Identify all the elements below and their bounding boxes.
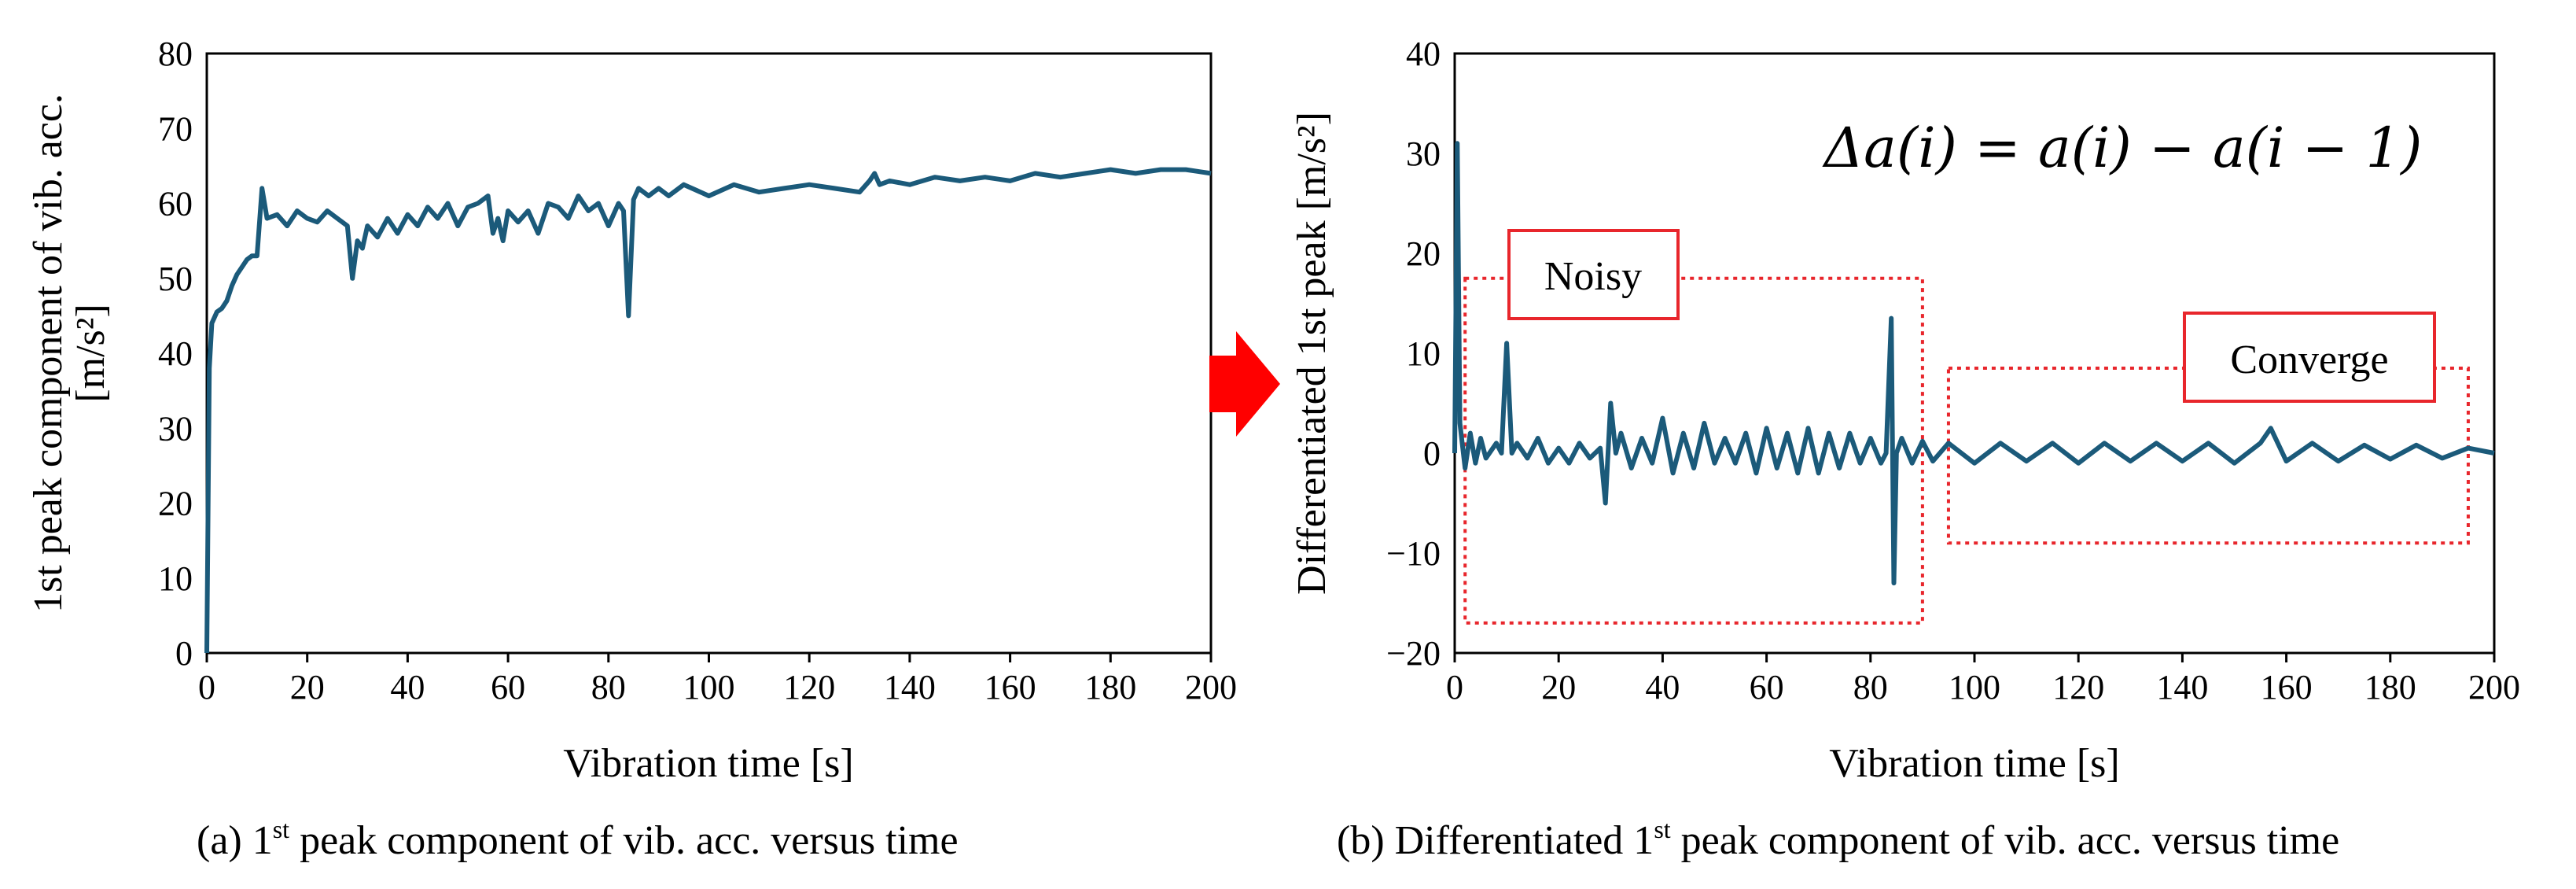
chart-a-x-tick-label: 180 [1084,668,1136,706]
difference-equation: Δa(i) = a(i) − a(i − 1) [1822,116,2423,180]
chart-a-y-axis-label-line2: [m/s²] [68,304,113,402]
chart-b-x-tick-label: 20 [1541,668,1576,706]
chart-a-y-tick-label: 10 [158,559,193,598]
chart-a-y-axis-label-line1: 1st peak component of vib. acc. [26,94,71,613]
chart-b-caption-suffix: peak component of vib. acc. versus time [1671,818,2340,863]
chart-b-caption-prefix: (b) Differentiated 1 [1337,818,1654,863]
noisy-label: Noisy [1544,254,1642,299]
noisy-label-box: Noisy [1507,229,1680,320]
chart-b-x-tick-label: 60 [1750,668,1784,706]
chart-a-caption: (a) 1st peak component of vib. acc. vers… [197,815,959,863]
chart-b-caption-sup: st [1654,815,1670,843]
chart-b-x-tick-label: 40 [1645,668,1680,706]
chart-a: 0 10 20 30 40 50 60 70 80 0 20 40 60 80 100 120 140 160 1… [26,35,1237,863]
chart-a-x-tick-label: 80 [591,668,626,706]
chart-a-x-tick-label: 200 [1185,668,1237,706]
converge-label: Converge [2230,338,2388,382]
arrow-icon [1209,331,1280,437]
chart-a-caption-suffix: peak component of vib. acc. versus time [289,818,959,863]
chart-b: −20 −10 0 10 20 30 40 0 20 40 60 80 100 120 140 160 180… [1290,35,2520,863]
chart-a-y-ticks: 0 10 20 30 40 50 60 70 80 [158,35,193,673]
chart-a-x-ticks: 0 20 40 60 80 100 120 140 160 180 200 [198,653,1237,706]
chart-b-x-ticks: 0 20 40 60 80 100 120 140 160 180 200 [1446,653,2520,706]
chart-a-y-tick-label: 40 [158,334,193,373]
chart-a-y-tick-label: 20 [158,485,193,523]
chart-a-x-tick-label: 60 [491,668,525,706]
chart-b-x-tick-label: 100 [1949,668,2000,706]
chart-a-y-tick-label: 70 [158,109,193,148]
chart-b-y-tick-label: 30 [1406,135,1441,173]
chart-b-y-axis-label: Differentiated 1st peak [m/s²] [1290,112,1334,595]
chart-b-x-tick-label: 120 [2052,668,2104,706]
chart-b-y-ticks: −20 −10 0 10 20 30 40 [1386,35,1441,673]
chart-b-y-tick-label: 10 [1406,334,1441,373]
chart-a-plot-area [205,52,1213,655]
chart-b-y-tick-label: −10 [1386,534,1441,573]
chart-a-caption-sup: st [273,815,289,843]
chart-a-y-tick-label: 50 [158,260,193,298]
chart-a-y-tick-label: 60 [158,185,193,223]
chart-a-caption-prefix: (a) 1 [197,818,273,863]
chart-b-y-tick-label: 40 [1406,35,1441,73]
chart-a-x-tick-label: 160 [984,668,1036,706]
chart-a-y-tick-label: 80 [158,35,193,73]
chart-b-x-tick-label: 0 [1446,668,1463,706]
chart-a-series-line [204,167,1212,654]
chart-a-y-tick-label: 30 [158,409,193,448]
chart-b-x-tick-label: 140 [2156,668,2208,706]
chart-b-y-tick-label: 20 [1406,234,1441,273]
chart-a-x-tick-label: 120 [783,668,835,706]
chart-b-x-tick-label: 160 [2261,668,2313,706]
chart-b-y-tick-label: 0 [1423,434,1441,473]
chart-a-y-tick-label: 0 [175,634,193,673]
noisy-region-box [1463,276,1924,625]
chart-a-x-tick-label: 140 [884,668,936,706]
chart-b-x-tick-label: 180 [2364,668,2416,706]
chart-b-x-axis-label: Vibration time [s] [1829,741,2119,786]
chart-a-x-tick-label: 0 [198,668,215,706]
chart-b-series-line [1452,141,2495,586]
converge-label-box: Converge [2183,312,2436,403]
chart-b-x-tick-label: 80 [1853,668,1888,706]
chart-a-x-tick-label: 100 [683,668,735,706]
chart-b-y-tick-label: −20 [1386,634,1441,673]
chart-b-x-tick-label: 200 [2468,668,2520,706]
chart-a-x-tick-label: 40 [390,668,425,706]
chart-b-caption: (b) Differentiated 1st peak component of… [1337,815,2339,863]
chart-a-x-tick-label: 20 [290,668,325,706]
chart-a-x-axis-label: Vibration time [s] [563,741,853,786]
